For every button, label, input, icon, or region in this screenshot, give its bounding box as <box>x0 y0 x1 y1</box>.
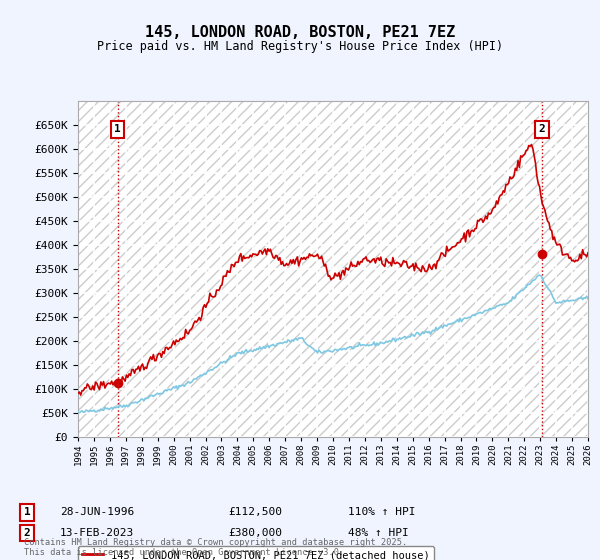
Text: Price paid vs. HM Land Registry's House Price Index (HPI): Price paid vs. HM Land Registry's House … <box>97 40 503 53</box>
Text: 13-FEB-2023: 13-FEB-2023 <box>60 528 134 538</box>
Text: £112,500: £112,500 <box>228 507 282 517</box>
Text: 2: 2 <box>539 124 545 134</box>
Text: 28-JUN-1996: 28-JUN-1996 <box>60 507 134 517</box>
Legend: 145, LONDON ROAD, BOSTON, PE21 7EZ (detached house), HPI: Average price, detache: 145, LONDON ROAD, BOSTON, PE21 7EZ (deta… <box>78 546 434 560</box>
Text: 2: 2 <box>23 528 31 538</box>
Text: 110% ↑ HPI: 110% ↑ HPI <box>348 507 415 517</box>
Text: 48% ↑ HPI: 48% ↑ HPI <box>348 528 409 538</box>
Text: Contains HM Land Registry data © Crown copyright and database right 2025.
This d: Contains HM Land Registry data © Crown c… <box>24 538 407 557</box>
Text: £380,000: £380,000 <box>228 528 282 538</box>
Text: 145, LONDON ROAD, BOSTON, PE21 7EZ: 145, LONDON ROAD, BOSTON, PE21 7EZ <box>145 25 455 40</box>
Text: 1: 1 <box>23 507 31 517</box>
Text: 1: 1 <box>114 124 121 134</box>
